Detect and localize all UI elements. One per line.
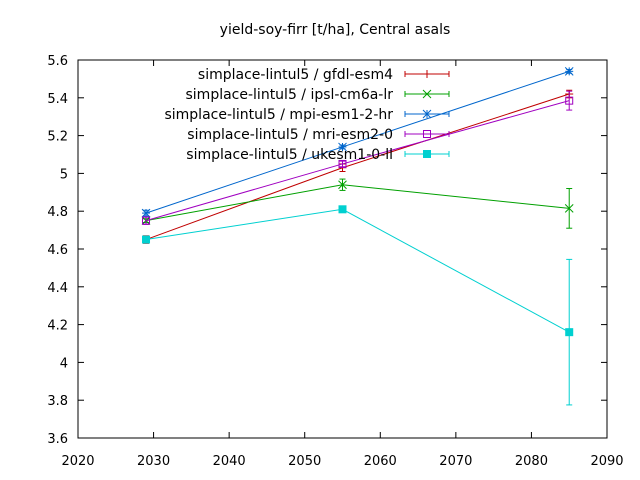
data-point <box>142 235 151 244</box>
y-tick-label: 5.6 <box>47 54 68 69</box>
x-tick-label: 2070 <box>439 454 472 469</box>
legend-marker <box>423 150 431 158</box>
legend-entry-1: simplace-lintul5 / gfdl-esm4 <box>198 67 450 83</box>
chart-title: yield-soy-firr [t/ha], Central asals <box>220 22 451 38</box>
data-point <box>565 328 574 337</box>
legend-marker <box>423 130 431 138</box>
legend-label: simplace-lintul5 / ipsl-cm6a-lr <box>186 87 394 103</box>
data-point <box>141 208 151 218</box>
y-tick-label: 5.4 <box>47 92 68 107</box>
x-tick-label: 2060 <box>364 454 397 469</box>
y-tick-label: 3.6 <box>47 432 68 447</box>
legend-marker <box>422 89 432 99</box>
y-tick-label: 4.8 <box>47 205 68 220</box>
axes: 2020 2030 2040 2050 2060 2070 2080 2090 3.6 3.8 4 4… <box>47 54 623 469</box>
error-bar <box>566 90 573 111</box>
y-tick-label: 4.6 <box>47 243 68 258</box>
data-point <box>565 96 574 105</box>
data-point <box>338 159 347 168</box>
x-tick-label: 2030 <box>137 454 170 469</box>
plot-area <box>141 66 574 406</box>
data-point <box>338 180 347 190</box>
x-tick-label: 2020 <box>61 454 94 469</box>
legend-entry-3: simplace-lintul5 / mpi-esm1-2-hr <box>164 107 450 123</box>
y-tick-label: 4.2 <box>47 319 68 334</box>
x-tick-label: 2080 <box>515 454 548 469</box>
series-3 <box>141 66 574 218</box>
data-point <box>338 142 347 152</box>
x-tick-label: 2040 <box>213 454 246 469</box>
series-4 <box>142 90 574 225</box>
y-tick-label: 5 <box>60 167 68 182</box>
x-tick-label: 2090 <box>590 454 623 469</box>
legend-label: simplace-lintul5 / mri-esm2-0 <box>187 127 393 143</box>
legend-label: simplace-lintul5 / gfdl-esm4 <box>198 67 393 83</box>
legend-marker <box>422 109 432 119</box>
legend-label: simplace-lintul5 / mpi-esm1-2-hr <box>164 107 393 123</box>
series-5 <box>142 205 574 406</box>
series-line <box>145 208 570 333</box>
x-tick-label: 2050 <box>288 454 321 469</box>
data-point <box>564 66 574 76</box>
y-tick-label: 5.2 <box>47 130 68 145</box>
legend-entry-2: simplace-lintul5 / ipsl-cm6a-lr <box>186 87 450 103</box>
legend-label: simplace-lintul5 / ukesm1-0-ll <box>186 147 393 163</box>
legend-marker <box>423 70 431 78</box>
data-point <box>564 204 574 213</box>
y-tick-label: 3.8 <box>47 394 68 409</box>
y-tick-label: 4.4 <box>47 281 68 296</box>
legend-entry-4: simplace-lintul5 / mri-esm2-0 <box>187 127 450 143</box>
legend-entry-5: simplace-lintul5 / ukesm1-0-ll <box>186 147 450 163</box>
data-point <box>142 216 151 225</box>
y-tick-label: 4 <box>60 356 68 371</box>
legend: simplace-lintul5 / gfdl-esm4 simplace-lin… <box>164 67 450 163</box>
data-point <box>338 205 347 214</box>
error-bar <box>339 160 346 168</box>
